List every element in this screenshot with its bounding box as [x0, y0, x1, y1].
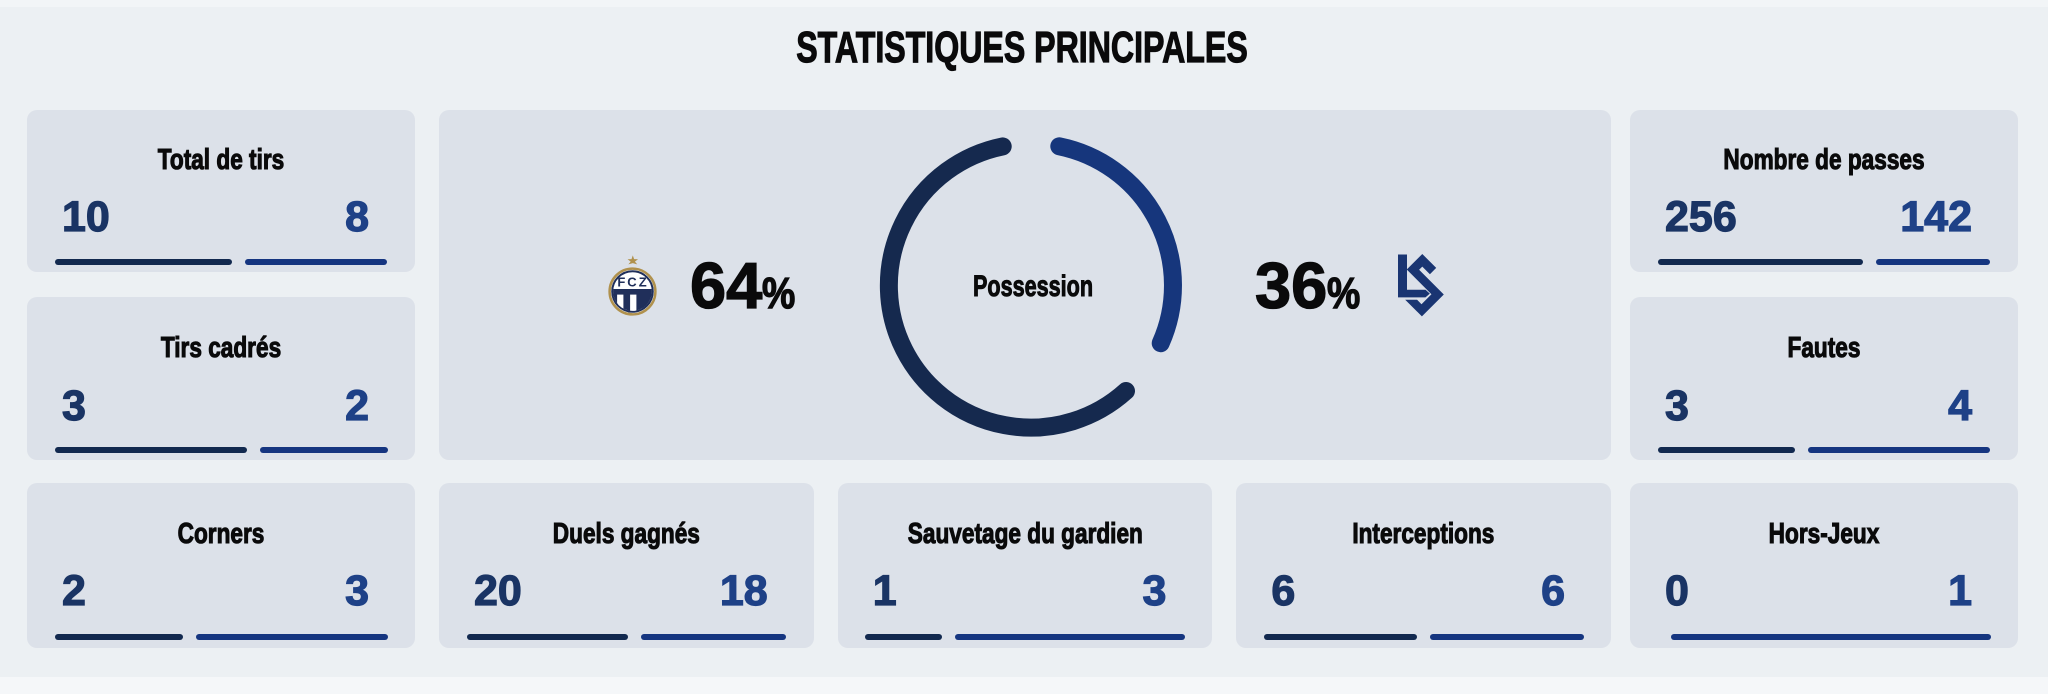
- svg-text:FCZ: FCZ: [617, 274, 648, 289]
